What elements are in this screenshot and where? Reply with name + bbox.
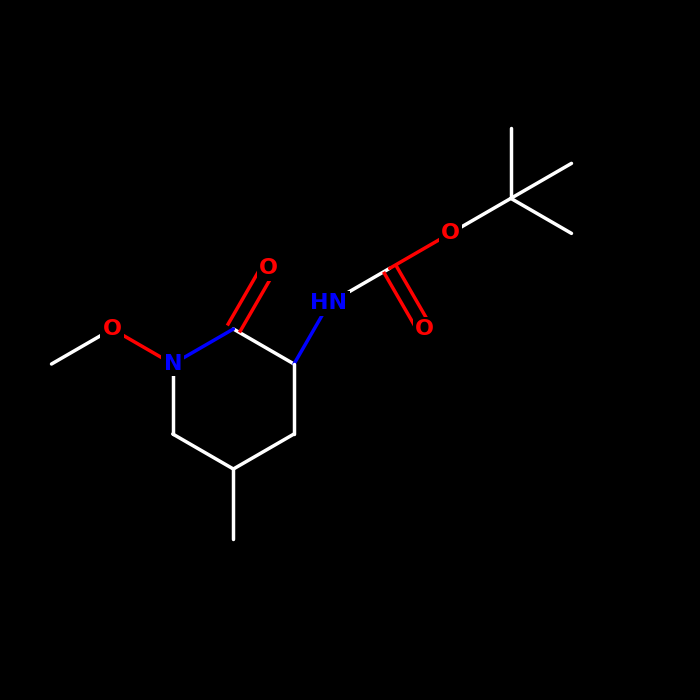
Text: N: N <box>164 354 182 374</box>
Text: HN: HN <box>311 293 347 314</box>
Text: O: O <box>415 319 434 339</box>
Text: O: O <box>103 319 122 339</box>
Text: O: O <box>441 223 460 244</box>
Text: O: O <box>259 258 278 279</box>
